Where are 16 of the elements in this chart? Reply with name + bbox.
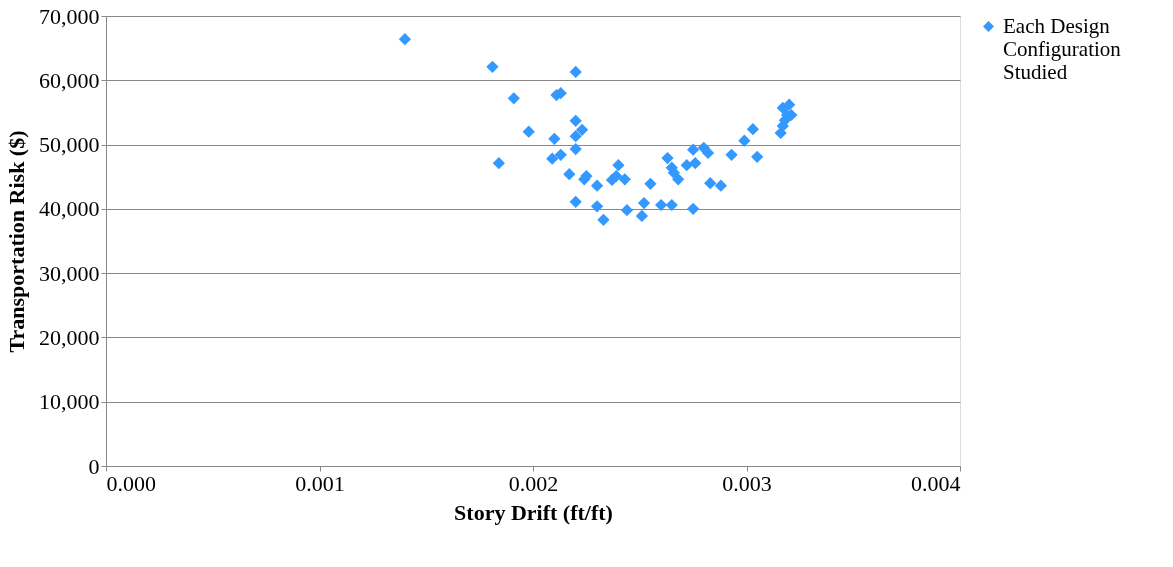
y-tick-label: 30,000 (39, 260, 100, 286)
x-tick-label: 0.004 (911, 470, 961, 496)
x-axis-title: Story Drift (ft/ft) (454, 499, 613, 525)
y-axis-title: Transportation Risk ($) (4, 130, 29, 353)
y-tick-label: 10,000 (39, 389, 100, 415)
x-tick-label: 0.001 (295, 470, 345, 496)
y-tick-label: 0 (88, 453, 100, 479)
y-tick-label: 20,000 (39, 324, 100, 350)
y-tick-label: 70,000 (39, 3, 100, 29)
y-tick-label: 50,000 (39, 132, 100, 158)
x-tick-label: 0.003 (722, 470, 772, 496)
legend-label: Each Design Configuration Studied (1003, 13, 1122, 84)
y-tick-label: 60,000 (39, 67, 100, 93)
x-tick-label: 0.002 (508, 470, 559, 496)
y-tick-label: 40,000 (39, 196, 100, 222)
x-tick-label: 0.000 (106, 470, 156, 496)
